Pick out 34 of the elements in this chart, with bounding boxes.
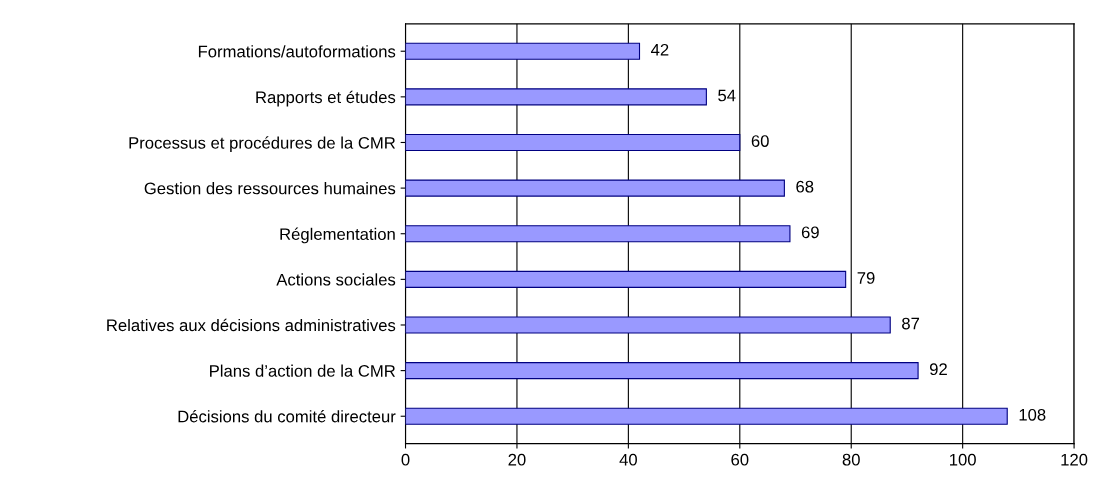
data-label: 60 [751,135,769,147]
y-tick-label: Rapports et études [256,90,396,107]
x-tick-label: 60 [731,453,749,466]
bar [405,407,1008,425]
bar [405,225,791,243]
x-tick-label: 20 [508,453,526,466]
data-label: 79 [857,272,875,284]
x-tick-label: 120 [1061,453,1088,466]
x-tick-label: 100 [950,453,976,466]
bar [405,179,785,197]
y-tick-label: Décisions du comité directeur [178,410,396,423]
x-tick-label: 0 [401,453,410,466]
data-label: 92 [929,363,947,376]
y-tick-label: Gestion des ressources humaines [144,182,396,195]
bar [405,88,707,106]
data-label: 69 [801,226,819,239]
bar [405,133,741,152]
bar [405,42,641,60]
y-tick-label: Actions sociales [276,273,396,286]
y-tick-label: Formations/autoformations [198,45,396,58]
x-tick-label: 40 [619,453,637,466]
data-label: 54 [718,89,736,102]
data-label: 108 [1019,408,1046,421]
y-tick-label: Réglementation [280,227,395,244]
bar [405,316,891,334]
y-tick-label: Relatives aux décisions administratives [107,318,396,332]
y-tick-label: Plans d’action de la CMR [210,364,396,377]
bar [405,362,919,380]
x-tick-label: 80 [842,453,860,466]
y-tick-label: Processus et procédures de la CMR [129,136,396,153]
data-label: 42 [651,43,669,56]
bar [405,270,847,288]
data-label: 87 [902,317,920,330]
data-label: 68 [796,180,814,193]
